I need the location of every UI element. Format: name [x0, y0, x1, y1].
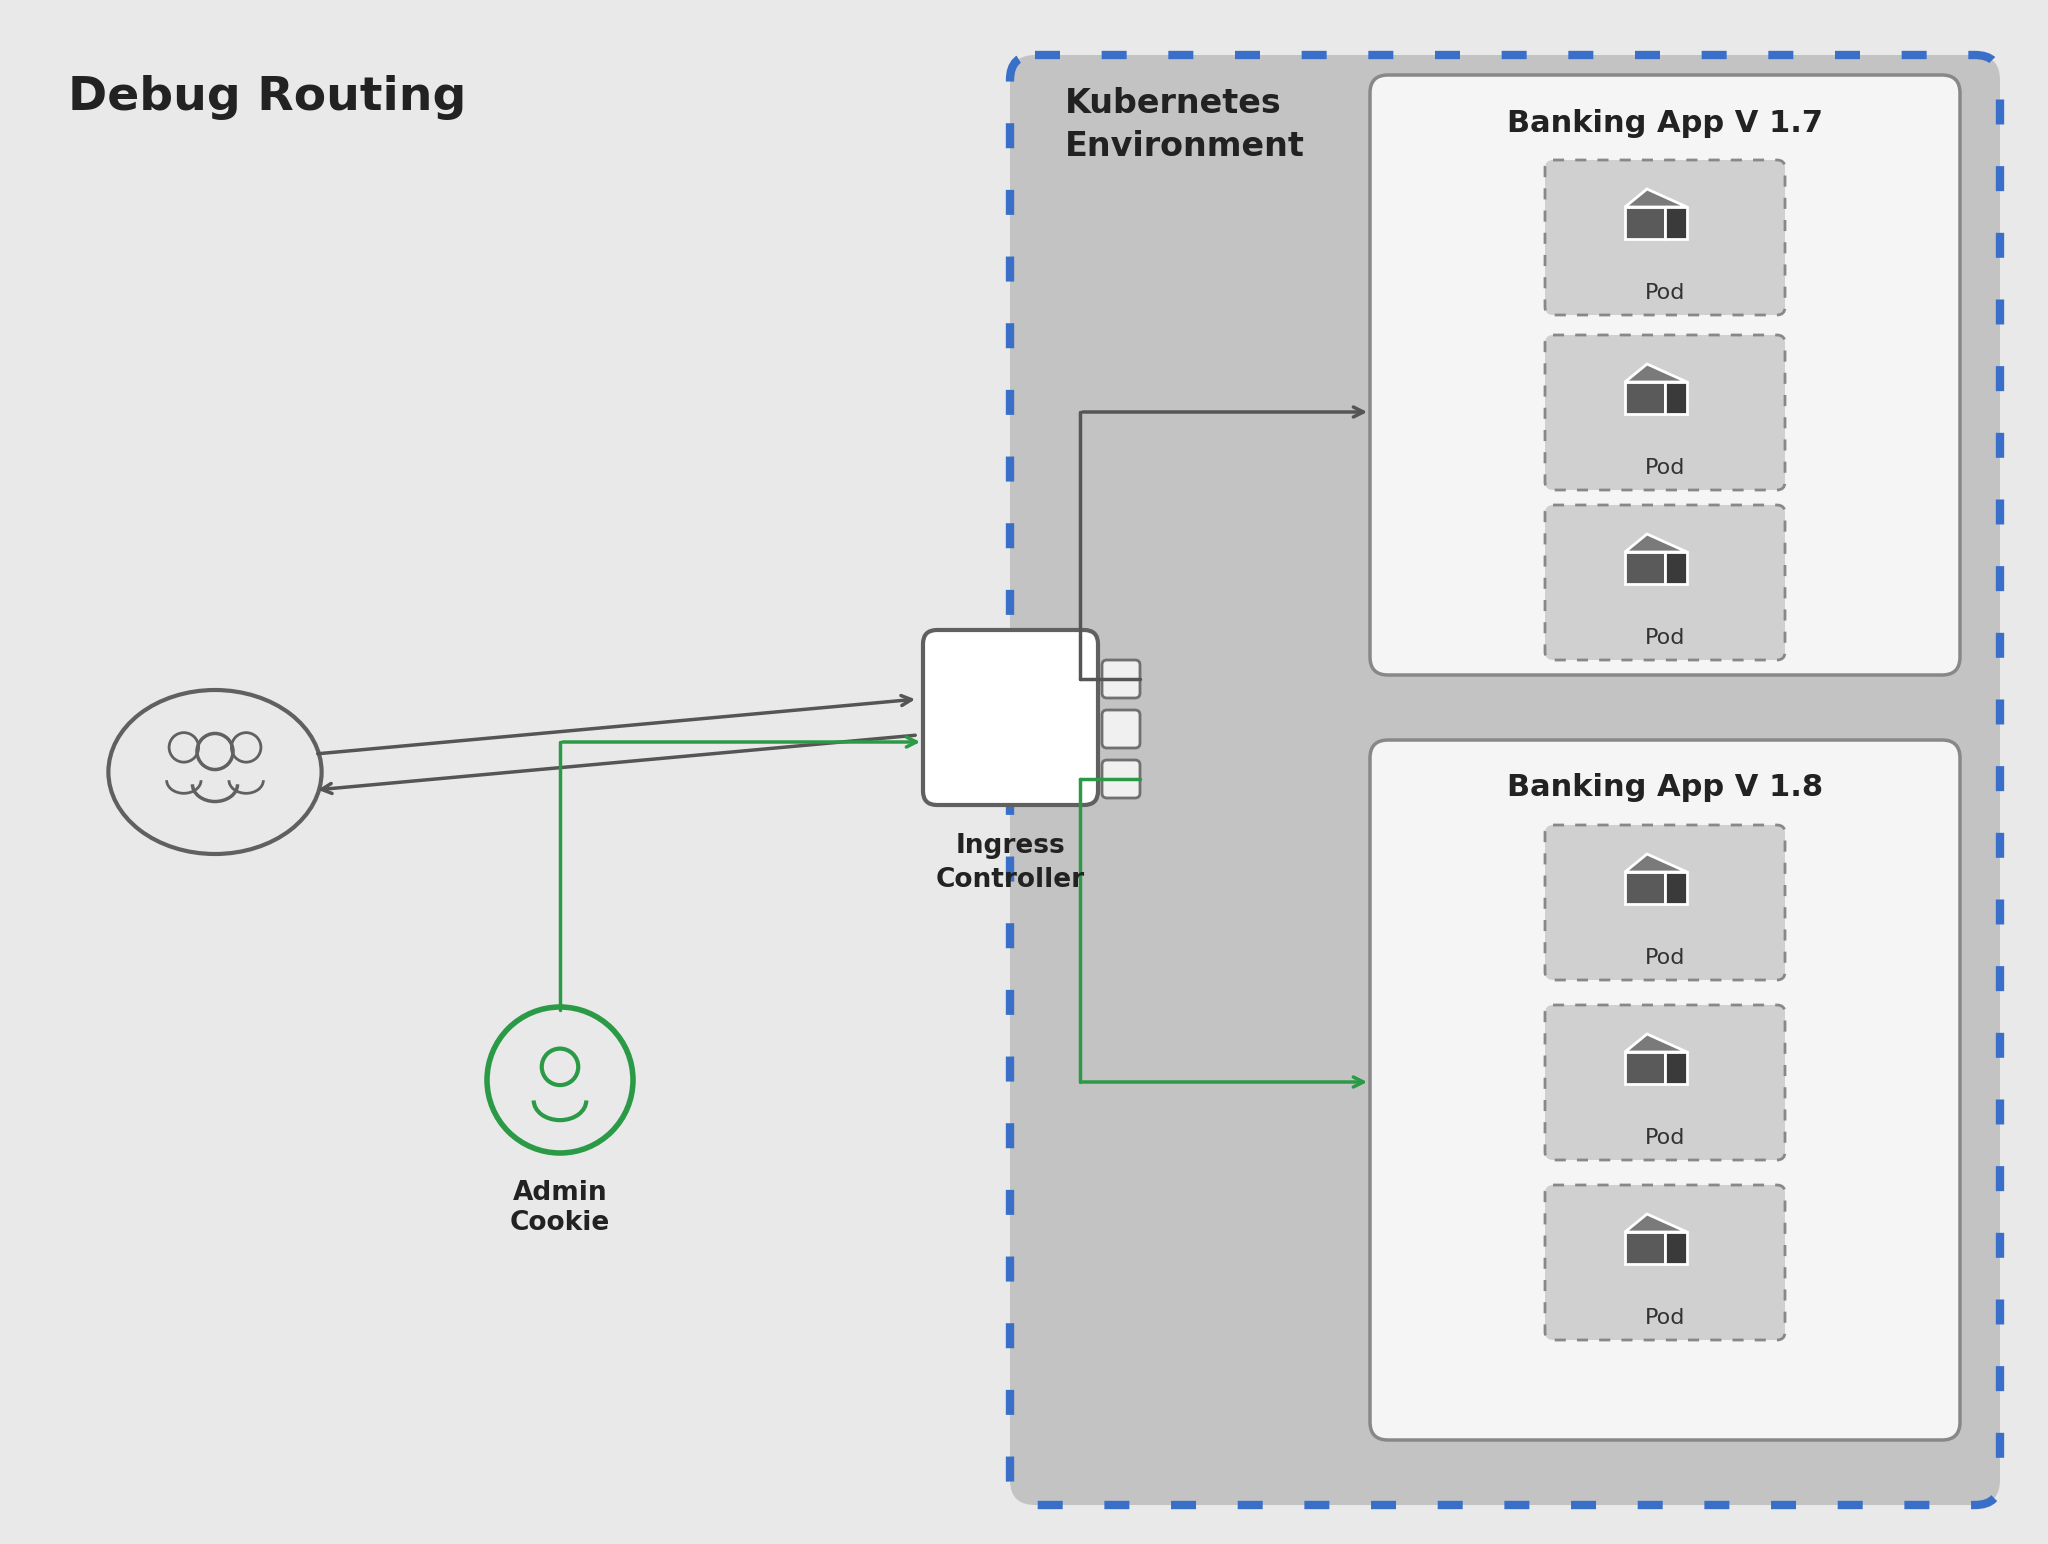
Text: Pod: Pod [1645, 628, 1686, 648]
FancyBboxPatch shape [1370, 76, 1960, 675]
FancyBboxPatch shape [1544, 824, 1786, 980]
Polygon shape [1665, 1051, 1688, 1084]
Polygon shape [1665, 1232, 1688, 1265]
FancyBboxPatch shape [1544, 505, 1786, 659]
Text: Admin: Admin [512, 1180, 608, 1206]
FancyBboxPatch shape [1544, 161, 1786, 315]
Polygon shape [1624, 1232, 1665, 1265]
Polygon shape [1624, 854, 1688, 872]
Polygon shape [1624, 1034, 1688, 1051]
Polygon shape [1624, 381, 1665, 414]
Polygon shape [1624, 364, 1688, 381]
Text: Cookie: Cookie [510, 1210, 610, 1237]
Polygon shape [1665, 381, 1688, 414]
Text: Debug Routing: Debug Routing [68, 76, 467, 120]
Text: Pod: Pod [1645, 1308, 1686, 1328]
Text: Banking App V 1.8: Banking App V 1.8 [1507, 774, 1823, 803]
Polygon shape [1624, 188, 1688, 207]
Polygon shape [1665, 553, 1688, 584]
FancyBboxPatch shape [1010, 56, 2001, 1505]
FancyBboxPatch shape [1102, 659, 1141, 698]
FancyBboxPatch shape [924, 630, 1098, 804]
Text: Banking App V 1.7: Banking App V 1.7 [1507, 108, 1823, 137]
FancyBboxPatch shape [1544, 1005, 1786, 1160]
Polygon shape [1624, 553, 1665, 584]
Polygon shape [1624, 534, 1688, 553]
FancyBboxPatch shape [1370, 740, 1960, 1441]
Polygon shape [1665, 207, 1688, 239]
Polygon shape [1624, 872, 1665, 903]
Text: Controller: Controller [936, 868, 1085, 892]
Polygon shape [1624, 1214, 1688, 1232]
FancyBboxPatch shape [1102, 710, 1141, 747]
Text: Pod: Pod [1645, 948, 1686, 968]
FancyBboxPatch shape [1544, 335, 1786, 489]
Text: Pod: Pod [1645, 1129, 1686, 1149]
FancyBboxPatch shape [1544, 1184, 1786, 1340]
Polygon shape [1665, 872, 1688, 903]
Text: Pod: Pod [1645, 459, 1686, 479]
Text: Ingress: Ingress [954, 834, 1065, 858]
Polygon shape [1624, 207, 1665, 239]
FancyBboxPatch shape [1102, 760, 1141, 798]
Text: Kubernetes
Environment: Kubernetes Environment [1065, 88, 1305, 162]
Text: Pod: Pod [1645, 283, 1686, 303]
Polygon shape [1624, 1051, 1665, 1084]
